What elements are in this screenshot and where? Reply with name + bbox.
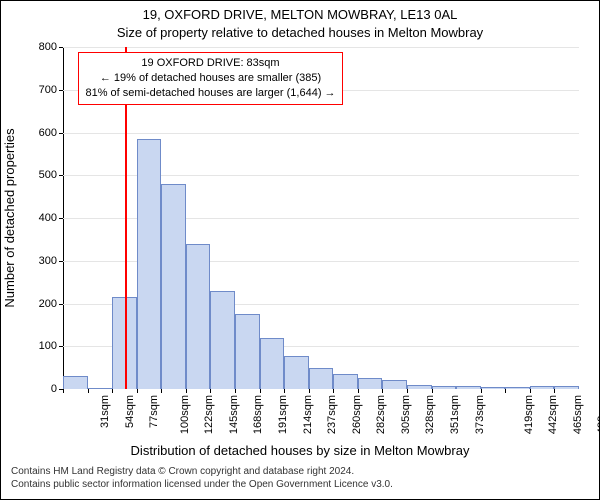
info-box-line: 81% of semi-detached houses are larger (… [85, 86, 335, 101]
footer-line: Contains HM Land Registry data © Crown c… [11, 465, 589, 478]
info-box-line: ← 19% of detached houses are smaller (38… [85, 71, 335, 86]
bar [407, 385, 432, 389]
footer-line: Contains public sector information licen… [11, 478, 589, 491]
figure: 19, OXFORD DRIVE, MELTON MOWBRAY, LE13 0… [0, 0, 600, 500]
x-tick-mark [309, 389, 310, 393]
x-tick-label: 373sqm [474, 395, 486, 434]
x-tick-label: 122sqm [203, 395, 215, 434]
bar [333, 374, 358, 389]
bar [481, 387, 506, 389]
x-tick-mark [554, 389, 555, 393]
gridline [63, 47, 579, 48]
x-tick-label: 77sqm [148, 395, 160, 428]
x-tick-mark [432, 389, 433, 393]
x-tick-mark [505, 389, 506, 393]
x-tick-label: 54sqm [124, 395, 136, 428]
x-tick-label: 282sqm [375, 395, 387, 434]
x-tick-mark [530, 389, 531, 393]
bar [309, 368, 334, 389]
bar [456, 386, 481, 389]
bar [382, 380, 407, 389]
x-tick-mark [382, 389, 383, 393]
x-tick-label: 31sqm [99, 395, 111, 428]
y-tick-label: 500 [39, 169, 63, 181]
x-tick-label: 442sqm [547, 395, 559, 434]
x-tick-label: 419sqm [523, 395, 535, 434]
x-tick-label: 214sqm [302, 395, 314, 434]
bar [137, 139, 162, 389]
bar [235, 314, 260, 389]
y-tick-label: 600 [39, 127, 63, 139]
x-tick-label: 465sqm [572, 395, 584, 434]
footer: Contains HM Land Registry data © Crown c… [11, 465, 589, 491]
bar [432, 386, 457, 389]
title-line-2: Size of property relative to detached ho… [1, 25, 599, 40]
gridline [63, 133, 579, 134]
y-tick-label: 400 [39, 212, 63, 224]
x-tick-mark [137, 389, 138, 393]
x-tick-label: 351sqm [449, 395, 461, 434]
bar [63, 376, 88, 389]
x-tick-label: 100sqm [179, 395, 191, 434]
y-tick-label: 300 [39, 255, 63, 267]
x-tick-mark [284, 389, 285, 393]
bar [186, 244, 211, 389]
bar [161, 184, 186, 389]
title-line-1: 19, OXFORD DRIVE, MELTON MOWBRAY, LE13 0… [1, 7, 599, 22]
x-tick-mark [161, 389, 162, 393]
x-axis-label: Distribution of detached houses by size … [1, 443, 599, 458]
bar [210, 291, 235, 389]
x-tick-label: 328sqm [425, 395, 437, 434]
bar [284, 356, 309, 389]
x-tick-mark [235, 389, 236, 393]
y-tick-label: 800 [39, 41, 63, 53]
bar [530, 386, 555, 389]
x-tick-label: 260sqm [351, 395, 363, 434]
bar [260, 338, 285, 389]
x-tick-label: 305sqm [400, 395, 412, 434]
x-tick-mark [407, 389, 408, 393]
x-tick-mark [358, 389, 359, 393]
x-tick-mark [481, 389, 482, 393]
bar [554, 386, 579, 389]
x-tick-label: 168sqm [253, 395, 265, 434]
x-tick-mark [333, 389, 334, 393]
x-tick-label: 145sqm [228, 395, 240, 434]
y-tick-label: 200 [39, 298, 63, 310]
x-tick-mark [260, 389, 261, 393]
x-tick-mark [112, 389, 113, 393]
x-tick-label: 237sqm [326, 395, 338, 434]
plot-area: 010020030040050060070080031sqm54sqm77sqm… [63, 47, 579, 389]
bar [88, 388, 113, 389]
x-tick-mark [186, 389, 187, 393]
x-tick-label: 191sqm [277, 395, 289, 434]
x-tick-label: 488sqm [597, 395, 600, 434]
y-axis-label: Number of detached properties [2, 128, 17, 307]
y-tick-label: 0 [51, 383, 63, 395]
x-tick-mark [63, 389, 64, 393]
y-tick-label: 100 [39, 340, 63, 352]
bar [505, 387, 530, 389]
x-tick-mark [210, 389, 211, 393]
bar [112, 297, 137, 389]
x-tick-mark [88, 389, 89, 393]
info-box: 19 OXFORD DRIVE: 83sqm← 19% of detached … [78, 52, 342, 105]
info-box-line: 19 OXFORD DRIVE: 83sqm [85, 56, 335, 71]
bar [358, 378, 383, 389]
y-tick-label: 700 [39, 84, 63, 96]
